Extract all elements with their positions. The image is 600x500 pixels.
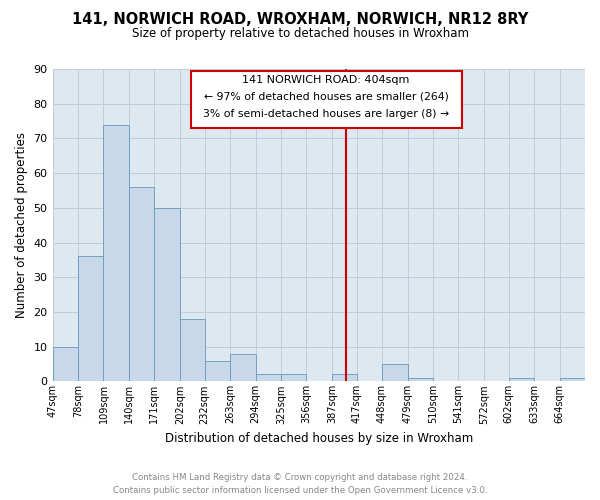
Bar: [509, 378, 534, 382]
Bar: [230, 354, 256, 382]
Bar: [53, 346, 78, 382]
Bar: [180, 319, 205, 382]
Y-axis label: Number of detached properties: Number of detached properties: [15, 132, 28, 318]
Bar: [205, 360, 230, 382]
Bar: [129, 187, 154, 382]
Text: 141, NORWICH ROAD, WROXHAM, NORWICH, NR12 8RY: 141, NORWICH ROAD, WROXHAM, NORWICH, NR1…: [72, 12, 528, 28]
Bar: [78, 256, 103, 382]
Bar: [560, 378, 585, 382]
Text: ← 97% of detached houses are smaller (264): ← 97% of detached houses are smaller (26…: [204, 92, 449, 102]
X-axis label: Distribution of detached houses by size in Wroxham: Distribution of detached houses by size …: [164, 432, 473, 445]
Bar: [154, 208, 180, 382]
Bar: [407, 378, 433, 382]
Text: Contains HM Land Registry data © Crown copyright and database right 2024.
Contai: Contains HM Land Registry data © Crown c…: [113, 473, 487, 495]
FancyBboxPatch shape: [191, 70, 462, 128]
Bar: [332, 374, 356, 382]
Text: 3% of semi-detached houses are larger (8) →: 3% of semi-detached houses are larger (8…: [203, 109, 449, 119]
Text: 141 NORWICH ROAD: 404sqm: 141 NORWICH ROAD: 404sqm: [242, 75, 410, 85]
Text: Size of property relative to detached houses in Wroxham: Size of property relative to detached ho…: [131, 28, 469, 40]
Bar: [103, 124, 129, 382]
Bar: [281, 374, 307, 382]
Bar: [256, 374, 281, 382]
Bar: [382, 364, 407, 382]
